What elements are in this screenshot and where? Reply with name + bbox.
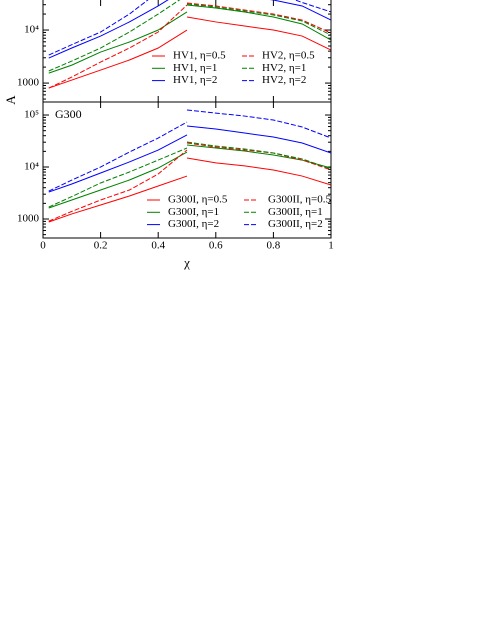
legend-label: G300I, η=0.5 bbox=[168, 194, 228, 206]
y-tick-label: 1000 bbox=[17, 77, 40, 89]
series-line bbox=[48, 142, 331, 222]
series-line bbox=[48, 125, 331, 193]
legend-label: HV1, η=1 bbox=[173, 62, 217, 74]
series-line bbox=[48, 0, 331, 72]
series-line bbox=[48, 0, 331, 56]
y-tick-label: 10⁴ bbox=[24, 24, 39, 36]
y-tick-label: 10⁵ bbox=[24, 109, 39, 121]
y-axis-label: A bbox=[3, 95, 18, 105]
x-tick-label: 0.8 bbox=[267, 240, 281, 252]
y-tick-label: 10⁴ bbox=[24, 161, 39, 173]
series-line bbox=[48, 109, 331, 192]
legend-label: G300II, η=1 bbox=[268, 206, 323, 218]
series-line bbox=[48, 157, 331, 223]
series-line bbox=[48, 141, 331, 208]
x-tick-label: 1 bbox=[328, 240, 334, 252]
panel-label: G300 bbox=[55, 107, 82, 121]
legend-label: G300II, η=2 bbox=[268, 218, 323, 230]
series-line bbox=[48, 0, 331, 59]
x-tick-label: 0.2 bbox=[94, 240, 108, 252]
legend-label: G300II, η=0.5 bbox=[268, 194, 331, 206]
x-tick-label: 0.6 bbox=[209, 240, 223, 252]
plot-frame bbox=[42, 101, 332, 239]
legend-label: HV1, η=2 bbox=[173, 74, 217, 86]
legend-label: G300I, η=1 bbox=[168, 206, 219, 218]
x-axis-label: χ bbox=[183, 255, 190, 270]
series-line bbox=[48, 2, 331, 89]
x-tick-label: 0 bbox=[40, 240, 46, 252]
legend-label: HV2, η=0.5 bbox=[262, 50, 315, 62]
legend-label: HV1, η=0.5 bbox=[173, 50, 226, 62]
series-line bbox=[48, 16, 331, 89]
x-tick-label: 0.4 bbox=[151, 240, 165, 252]
plot-area bbox=[48, 109, 331, 223]
legend-label: G300I, η=2 bbox=[168, 218, 219, 230]
plot-area bbox=[48, 0, 331, 89]
legend-label: HV2, η=1 bbox=[262, 62, 306, 74]
y-tick-label: 1000 bbox=[17, 213, 40, 225]
legend-label: HV2, η=2 bbox=[262, 74, 306, 86]
